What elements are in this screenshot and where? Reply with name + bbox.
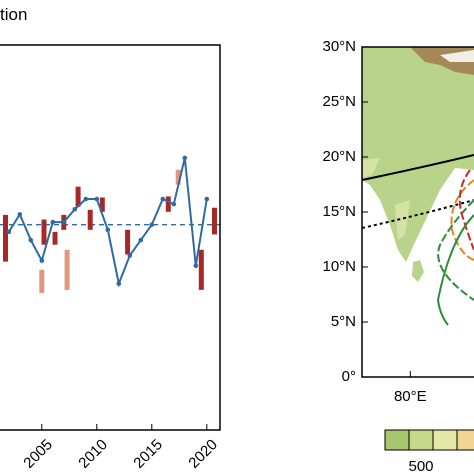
track xyxy=(437,199,474,301)
range-bar xyxy=(165,196,171,212)
y-tick-label: 10°N xyxy=(322,258,356,275)
data-point xyxy=(204,196,210,202)
data-point xyxy=(160,196,166,202)
colorbar-label: 500 xyxy=(408,458,433,474)
boundary-dashed xyxy=(362,199,474,229)
range-bar xyxy=(41,219,47,245)
map xyxy=(362,47,474,377)
data-point xyxy=(182,155,188,161)
data-point xyxy=(39,258,45,263)
range-bar xyxy=(125,229,131,255)
track xyxy=(458,169,474,251)
snow xyxy=(440,50,474,62)
data-point xyxy=(105,227,111,233)
data-point xyxy=(83,196,89,202)
range-bar xyxy=(75,186,81,207)
range-bar xyxy=(3,214,8,262)
range-bar xyxy=(39,269,45,293)
y-tick-label: 30°N xyxy=(322,38,356,55)
x-tick-label: 2010 xyxy=(75,436,111,472)
range-bar xyxy=(175,169,181,185)
y-tick-label: 5°N xyxy=(331,313,356,330)
colorbar xyxy=(384,429,474,451)
x-tick-label: 2015 xyxy=(130,436,166,472)
data-point xyxy=(17,212,23,217)
data-point xyxy=(116,281,122,287)
chart-title: tion xyxy=(0,5,27,24)
colorbar-cell xyxy=(384,429,410,451)
land xyxy=(362,47,474,262)
boundary-line xyxy=(362,154,474,181)
y-tick-label: 15°N xyxy=(322,203,356,220)
data-point xyxy=(127,253,133,258)
range-bar xyxy=(99,197,105,212)
range-bar xyxy=(87,209,93,230)
data-point xyxy=(72,206,78,212)
data-point xyxy=(149,222,155,227)
data-point xyxy=(61,219,67,225)
data-point xyxy=(28,237,34,243)
range-bar xyxy=(198,249,204,290)
track xyxy=(436,214,474,326)
data-point xyxy=(94,196,100,202)
plot-frame xyxy=(0,44,221,431)
colorbar-cell xyxy=(432,429,458,451)
range-bar xyxy=(212,207,217,235)
range-bar xyxy=(52,231,58,245)
x-tick-label: 2005 xyxy=(20,436,56,472)
data-point xyxy=(50,219,56,225)
x-tick-label: 2020 xyxy=(185,436,221,472)
colorbar-cell xyxy=(456,429,474,451)
range-bar xyxy=(64,249,70,290)
y-tick-label: 20°N xyxy=(322,148,356,165)
data-point xyxy=(138,237,144,243)
x-tick-label: 80°E xyxy=(394,388,427,405)
data-point xyxy=(171,201,177,207)
data-point xyxy=(193,263,199,269)
colorbar-cell xyxy=(408,429,434,451)
track xyxy=(450,179,474,261)
y-tick-label: 25°N xyxy=(322,93,356,110)
sri-lanka xyxy=(412,260,424,282)
data-point xyxy=(6,229,12,235)
y-tick-label: 0° xyxy=(342,368,356,385)
